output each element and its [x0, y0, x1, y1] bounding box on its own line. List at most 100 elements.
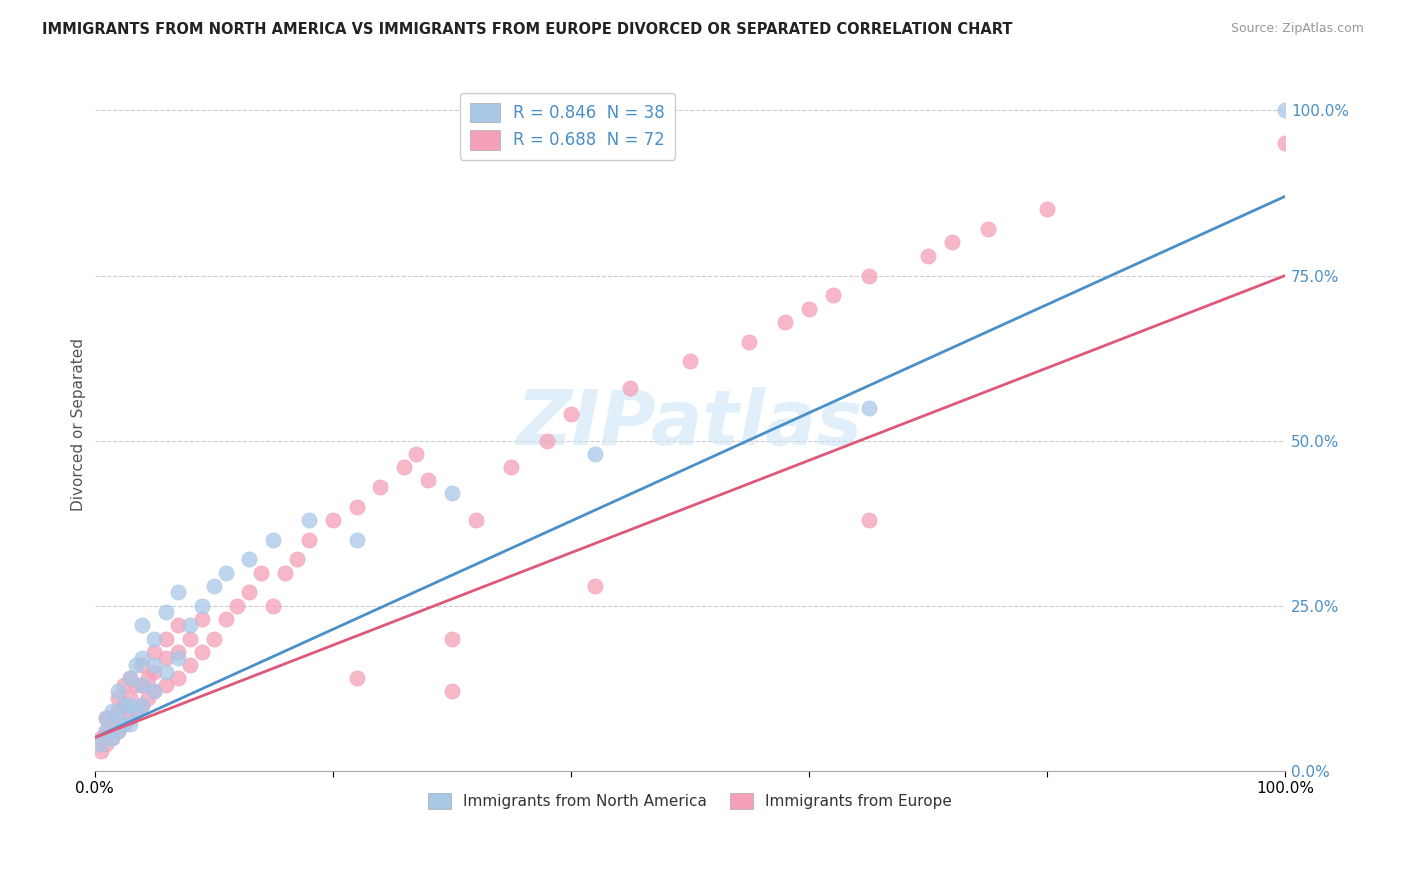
- Point: [179, 632, 201, 646]
- Point: [976, 222, 998, 236]
- Point: [238, 585, 260, 599]
- Point: [96, 711, 118, 725]
- Point: [370, 480, 392, 494]
- Point: [120, 671, 142, 685]
- Point: [440, 486, 463, 500]
- Point: [143, 665, 166, 679]
- Point: [1036, 202, 1059, 217]
- Legend: Immigrants from North America, Immigrants from Europe: Immigrants from North America, Immigrant…: [422, 787, 957, 815]
- Point: [89, 737, 111, 751]
- Point: [583, 447, 606, 461]
- Point: [274, 566, 297, 580]
- Point: [214, 612, 236, 626]
- Point: [285, 552, 308, 566]
- Point: [405, 447, 427, 461]
- Point: [101, 731, 124, 745]
- Point: [560, 407, 582, 421]
- Point: [440, 632, 463, 646]
- Point: [131, 651, 153, 665]
- Point: [89, 744, 111, 758]
- Point: [416, 473, 439, 487]
- Point: [120, 711, 142, 725]
- Point: [773, 315, 796, 329]
- Point: [190, 599, 212, 613]
- Point: [101, 731, 124, 745]
- Point: [262, 599, 284, 613]
- Point: [917, 249, 939, 263]
- Point: [107, 704, 129, 718]
- Point: [96, 724, 118, 739]
- Point: [136, 671, 159, 685]
- Point: [120, 691, 142, 706]
- Point: [143, 632, 166, 646]
- Point: [131, 698, 153, 712]
- Point: [190, 612, 212, 626]
- Point: [1274, 103, 1296, 118]
- Point: [112, 717, 135, 731]
- Point: [346, 500, 368, 514]
- Point: [298, 513, 321, 527]
- Point: [107, 724, 129, 739]
- Point: [143, 658, 166, 673]
- Point: [346, 671, 368, 685]
- Point: [143, 684, 166, 698]
- Point: [619, 381, 641, 395]
- Point: [858, 513, 880, 527]
- Point: [107, 691, 129, 706]
- Text: Source: ZipAtlas.com: Source: ZipAtlas.com: [1230, 22, 1364, 36]
- Point: [202, 632, 225, 646]
- Y-axis label: Divorced or Separated: Divorced or Separated: [72, 337, 86, 510]
- Text: ZIPatlas: ZIPatlas: [517, 387, 863, 461]
- Point: [107, 684, 129, 698]
- Point: [107, 724, 129, 739]
- Point: [501, 460, 523, 475]
- Point: [120, 671, 142, 685]
- Point: [167, 671, 190, 685]
- Point: [125, 678, 148, 692]
- Point: [112, 678, 135, 692]
- Point: [858, 401, 880, 415]
- Point: [120, 698, 142, 712]
- Point: [155, 651, 177, 665]
- Point: [125, 704, 148, 718]
- Point: [167, 651, 190, 665]
- Point: [96, 711, 118, 725]
- Point: [202, 579, 225, 593]
- Point: [250, 566, 273, 580]
- Point: [125, 658, 148, 673]
- Point: [155, 632, 177, 646]
- Text: IMMIGRANTS FROM NORTH AMERICA VS IMMIGRANTS FROM EUROPE DIVORCED OR SEPARATED CO: IMMIGRANTS FROM NORTH AMERICA VS IMMIGRA…: [42, 22, 1012, 37]
- Point: [136, 691, 159, 706]
- Point: [679, 354, 702, 368]
- Point: [143, 684, 166, 698]
- Point: [131, 658, 153, 673]
- Point: [440, 684, 463, 698]
- Point: [167, 645, 190, 659]
- Point: [96, 724, 118, 739]
- Point: [101, 704, 124, 718]
- Point: [131, 618, 153, 632]
- Point: [131, 678, 153, 692]
- Point: [131, 678, 153, 692]
- Point: [101, 711, 124, 725]
- Point: [797, 301, 820, 316]
- Point: [179, 618, 201, 632]
- Point: [155, 665, 177, 679]
- Point: [226, 599, 249, 613]
- Point: [941, 235, 963, 250]
- Point: [214, 566, 236, 580]
- Point: [112, 698, 135, 712]
- Point: [167, 585, 190, 599]
- Point: [262, 533, 284, 547]
- Point: [107, 711, 129, 725]
- Point: [155, 678, 177, 692]
- Point: [143, 645, 166, 659]
- Point: [238, 552, 260, 566]
- Point: [346, 533, 368, 547]
- Point: [179, 658, 201, 673]
- Point: [858, 268, 880, 283]
- Point: [322, 513, 344, 527]
- Point: [96, 737, 118, 751]
- Point: [155, 605, 177, 619]
- Point: [738, 334, 761, 349]
